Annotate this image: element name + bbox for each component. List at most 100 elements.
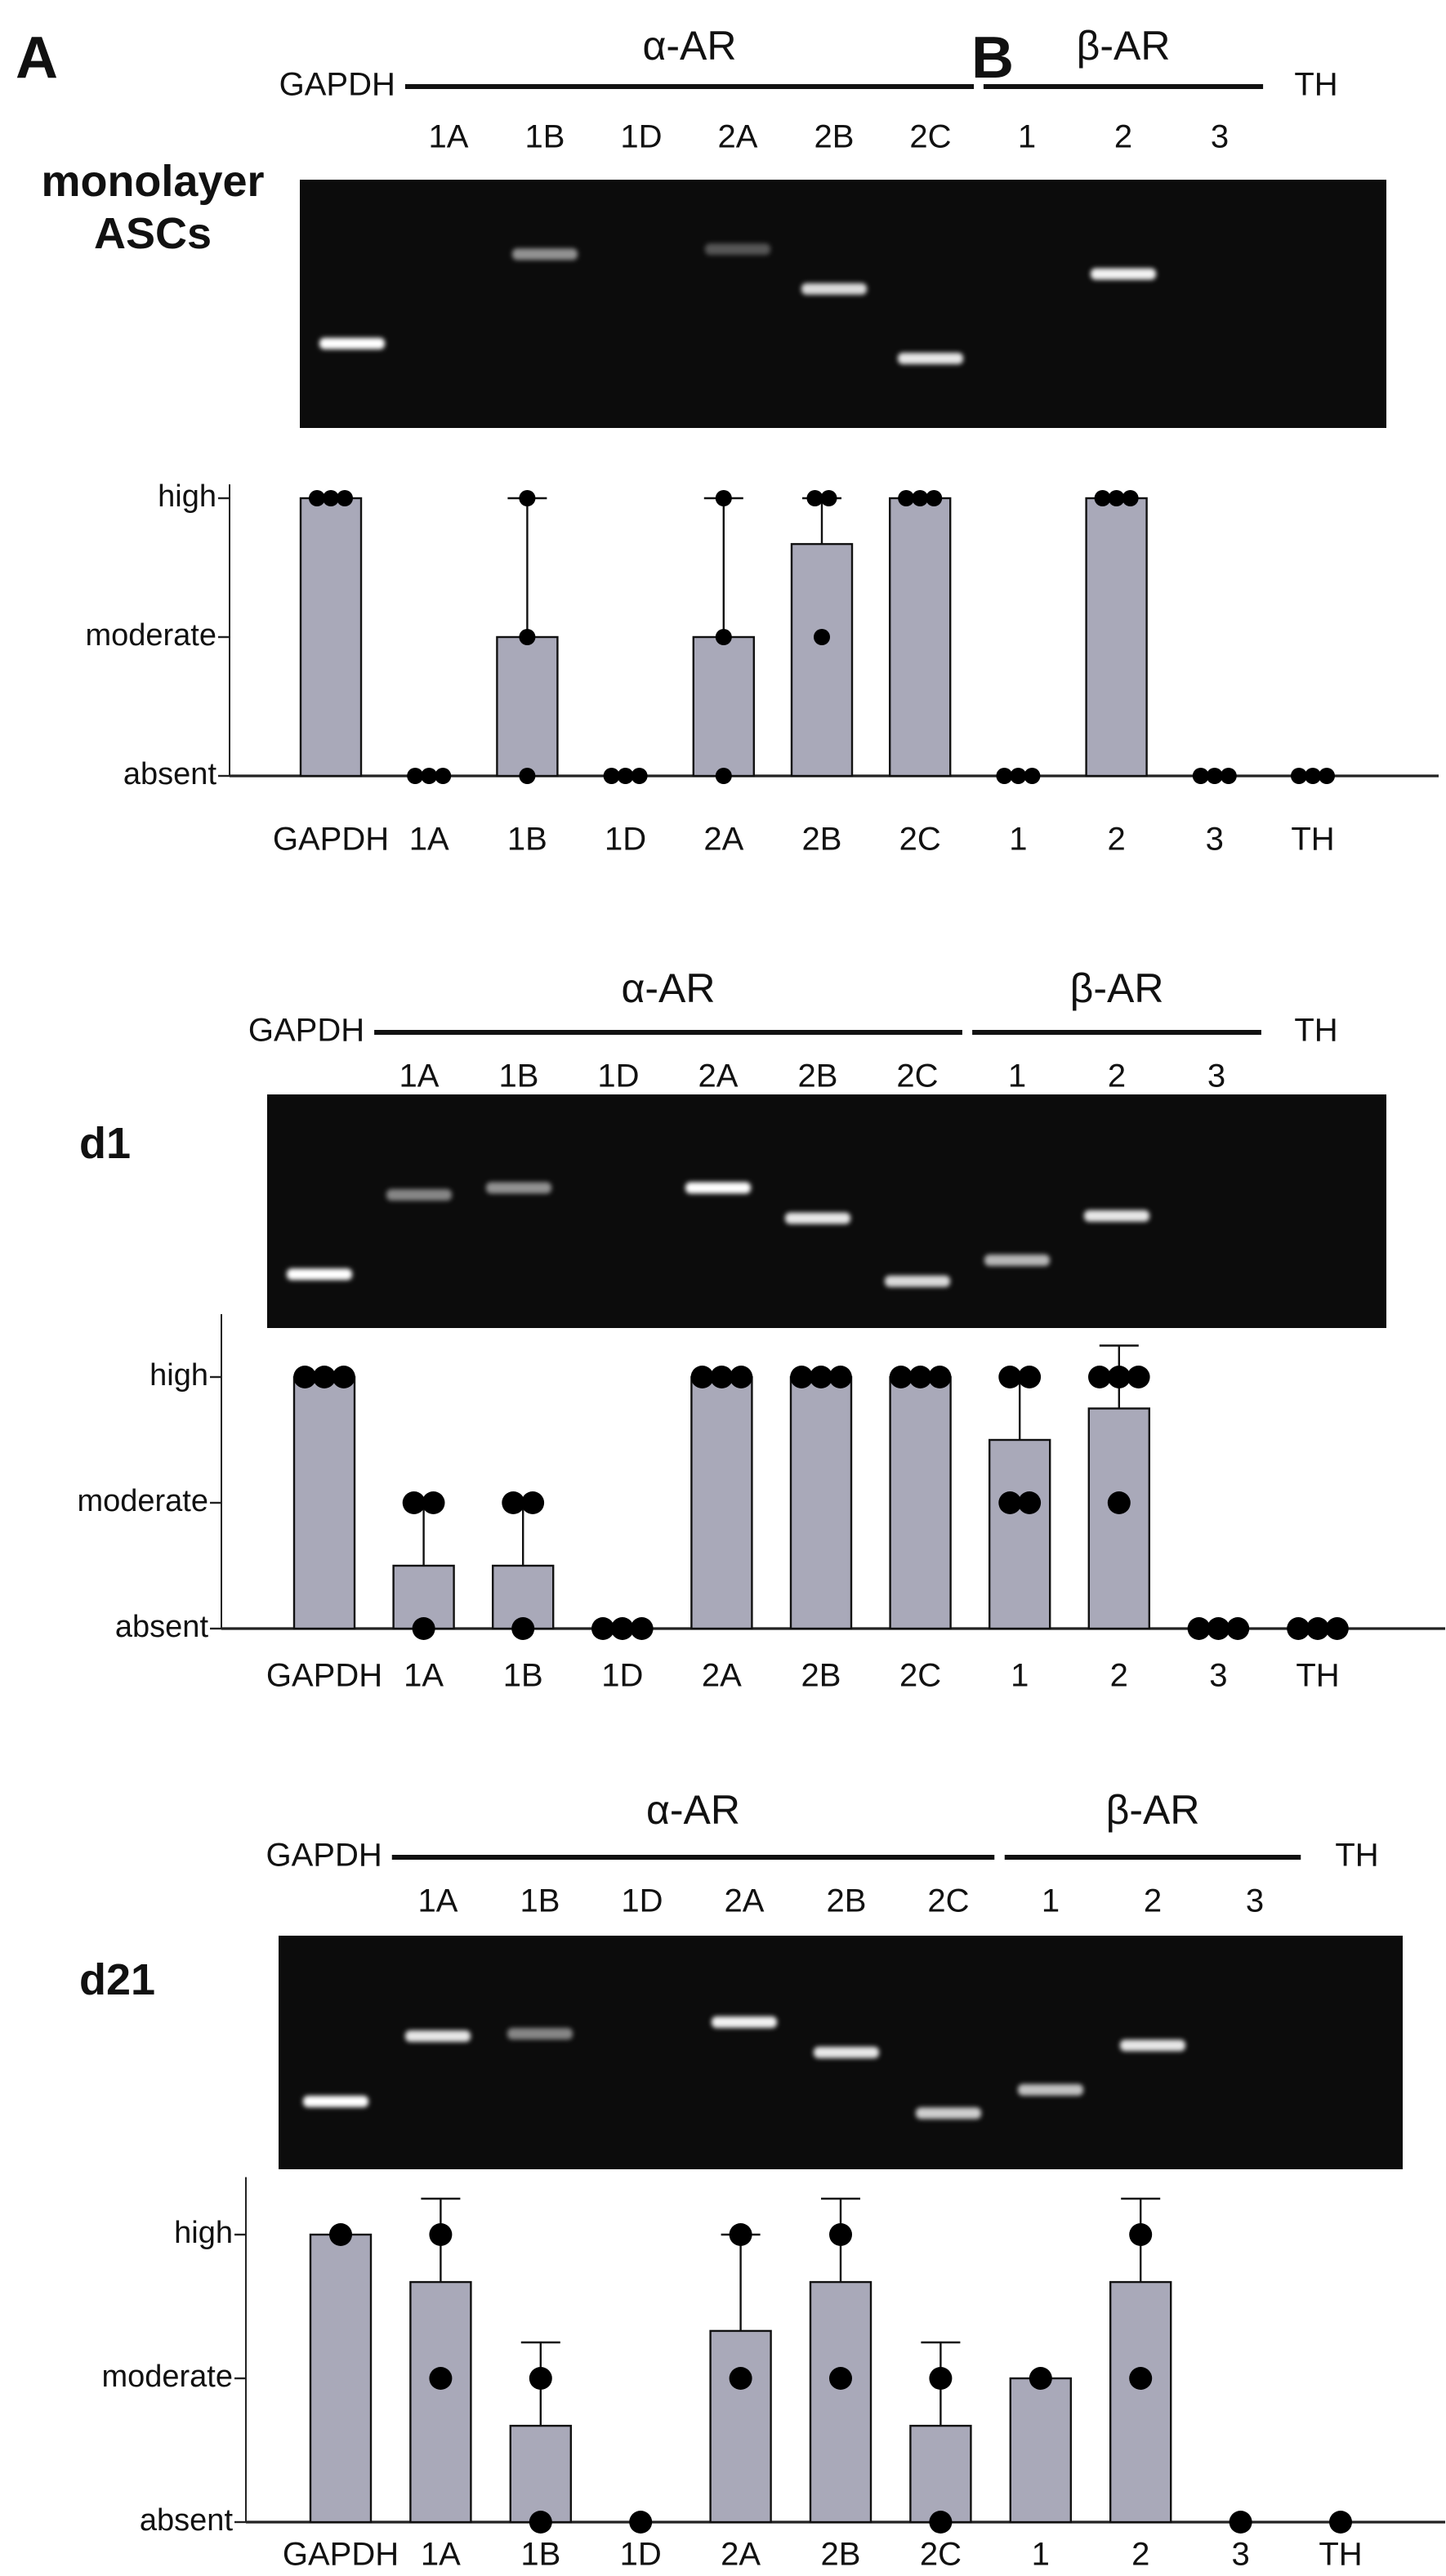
data-point bbox=[519, 768, 536, 784]
x-tick-label: 2A bbox=[703, 822, 743, 858]
lane-label: 1A bbox=[399, 1058, 440, 1094]
bar bbox=[509, 2424, 572, 2524]
bar bbox=[909, 2424, 972, 2524]
x-tick-label: TH bbox=[1291, 822, 1334, 858]
data-point bbox=[730, 1366, 753, 1388]
marker-label: GAPDH bbox=[279, 67, 395, 103]
data-point bbox=[631, 768, 648, 784]
gel-band bbox=[1091, 268, 1156, 280]
gel-band bbox=[814, 2047, 879, 2058]
data-point bbox=[421, 768, 438, 784]
lane-label: 1D bbox=[620, 119, 662, 155]
gel-band bbox=[507, 2028, 573, 2040]
gel-band bbox=[712, 2016, 777, 2028]
gel-band bbox=[386, 1188, 452, 1201]
data-point bbox=[511, 1617, 535, 1640]
x-tick-label: 2 bbox=[1110, 1658, 1128, 1694]
data-point bbox=[1329, 2511, 1352, 2534]
data-point bbox=[1305, 768, 1321, 784]
data-point bbox=[519, 490, 536, 506]
data-point bbox=[521, 1491, 545, 1514]
gel-band bbox=[303, 2096, 368, 2108]
lane-label: 2B bbox=[798, 1058, 838, 1094]
bar bbox=[692, 635, 755, 778]
gel-band bbox=[705, 243, 770, 256]
lane-label: 3 bbox=[1207, 1058, 1225, 1094]
data-point bbox=[996, 768, 1013, 784]
x-tick-label: 1B bbox=[507, 822, 547, 858]
x-tick-label: 1D bbox=[620, 2537, 662, 2573]
gel-band bbox=[287, 1268, 352, 1281]
bar bbox=[809, 2280, 873, 2524]
lane-label: 2 bbox=[1114, 119, 1132, 155]
data-point bbox=[629, 2511, 653, 2534]
data-point bbox=[710, 1366, 734, 1388]
bar bbox=[292, 1375, 356, 1630]
group-label: α-AR bbox=[642, 23, 736, 69]
data-point bbox=[814, 629, 830, 645]
gel-band bbox=[898, 352, 963, 364]
lane-label: 2 bbox=[1108, 1058, 1126, 1094]
x-tick-label: 1D bbox=[601, 1658, 643, 1694]
data-point bbox=[603, 768, 620, 784]
x-tick-label: 1B bbox=[520, 2537, 560, 2573]
lane-label: 2A bbox=[698, 1058, 739, 1094]
bar bbox=[1085, 497, 1148, 778]
panel-title: d21 bbox=[79, 1955, 156, 2004]
gel-band bbox=[512, 248, 578, 261]
data-point bbox=[1018, 1491, 1042, 1514]
data-point bbox=[1094, 490, 1111, 506]
bar bbox=[1009, 2377, 1073, 2524]
data-point bbox=[898, 490, 915, 506]
control-label: TH bbox=[1294, 1013, 1337, 1049]
x-tick-label: GAPDH bbox=[273, 822, 389, 858]
data-point bbox=[435, 768, 452, 784]
lane-label: 2C bbox=[896, 1058, 938, 1094]
data-point bbox=[1108, 490, 1125, 506]
bar bbox=[789, 1375, 853, 1630]
x-tick-label: 2C bbox=[899, 1658, 941, 1694]
x-tick-label: 1D bbox=[605, 822, 646, 858]
panel-title: d1 bbox=[79, 1119, 132, 1168]
bar bbox=[1087, 1407, 1151, 1630]
data-point bbox=[617, 768, 634, 784]
lane-label: 1A bbox=[429, 119, 469, 155]
bar bbox=[709, 2329, 772, 2524]
data-point bbox=[829, 2223, 852, 2246]
lane-label: 1B bbox=[520, 1883, 560, 1919]
data-point bbox=[729, 2223, 752, 2246]
data-point bbox=[1129, 2367, 1153, 2390]
data-point bbox=[1206, 768, 1223, 784]
x-tick-label: TH bbox=[1319, 2537, 1362, 2573]
lane-label: 2B bbox=[814, 119, 855, 155]
group-label: α-AR bbox=[646, 1787, 740, 1833]
lane-label: 1D bbox=[597, 1058, 639, 1094]
data-point bbox=[806, 490, 823, 506]
gel-band bbox=[1018, 2084, 1083, 2096]
data-point bbox=[828, 1366, 852, 1388]
data-point bbox=[690, 1366, 714, 1388]
data-point bbox=[1029, 2367, 1052, 2390]
bar bbox=[988, 1438, 1051, 1630]
gel-band bbox=[405, 2030, 471, 2042]
x-tick-label: 2A bbox=[721, 2537, 761, 2573]
bar bbox=[299, 497, 363, 778]
gel-band bbox=[801, 283, 867, 295]
data-point bbox=[429, 2367, 453, 2390]
gel-band bbox=[916, 2107, 981, 2119]
x-tick-label: 2 bbox=[1131, 2537, 1149, 2573]
x-tick-label: 2 bbox=[1107, 822, 1125, 858]
data-point bbox=[422, 1491, 445, 1514]
data-point bbox=[1192, 768, 1209, 784]
data-point bbox=[908, 1366, 932, 1388]
y-tick-label: moderate bbox=[77, 1484, 208, 1518]
panel-letter: B bbox=[971, 25, 1014, 91]
x-tick-label: 2B bbox=[802, 822, 842, 858]
data-point bbox=[1024, 768, 1041, 784]
gel-band bbox=[785, 1212, 850, 1224]
data-point bbox=[309, 490, 325, 506]
data-point bbox=[998, 1491, 1022, 1514]
data-point bbox=[715, 768, 732, 784]
gel-band bbox=[486, 1182, 551, 1194]
